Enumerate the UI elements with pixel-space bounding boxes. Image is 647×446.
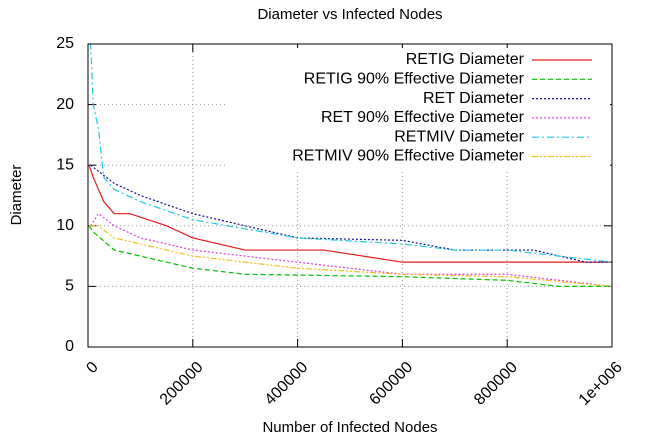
legend-background: [225, 48, 610, 170]
y-tick-label: 20: [56, 96, 74, 113]
data-line: [89, 43, 613, 263]
data-line: [90, 164, 612, 263]
legend-label: RETIG 90% Effective Diameter: [304, 71, 525, 88]
legend-label: RET 90% Effective Diameter: [321, 109, 525, 126]
plot-frame: [87, 43, 613, 348]
data-line: [90, 212, 613, 287]
y-tick-label: 5: [65, 278, 74, 295]
y-axis-label: Diameter: [8, 165, 25, 226]
legend-label: RETMIV 90% Effective Diameter: [292, 148, 524, 165]
data-line: [88, 225, 612, 287]
chart-title: Diameter vs Infected Nodes: [257, 6, 442, 23]
x-tick-label: 1e+006: [576, 359, 626, 409]
y-tick-label: 25: [56, 35, 74, 52]
x-axis-label: Number of Infected Nodes: [262, 419, 437, 436]
y-tick-label: 0: [65, 338, 74, 355]
legend-label: RET Diameter: [423, 90, 525, 107]
x-tick-label: 0: [83, 359, 101, 377]
legend-label: RETMIV Diameter: [394, 128, 524, 145]
x-tick-label: 400000: [262, 359, 312, 409]
y-tick-label: 15: [56, 156, 74, 173]
data-line: [88, 165, 612, 263]
data-line: [89, 225, 613, 287]
x-tick-label: 600000: [366, 359, 416, 409]
legend-label: RETIG Diameter: [406, 51, 525, 68]
x-tick-label: 800000: [471, 359, 521, 409]
x-tick-label: 200000: [157, 359, 207, 409]
y-tick-label: 10: [56, 217, 74, 234]
